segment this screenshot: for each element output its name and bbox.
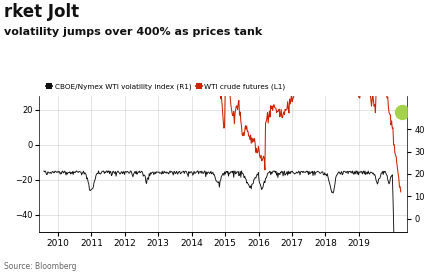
Text: Source: Bloomberg: Source: Bloomberg: [4, 262, 77, 271]
Legend: CBOE/Nymex WTI volatility index (R1), WTI crude futures (L1): CBOE/Nymex WTI volatility index (R1), WT…: [43, 80, 288, 93]
Text: volatility jumps over 400% as prices tank: volatility jumps over 400% as prices tan…: [4, 27, 263, 37]
Text: rket Jolt: rket Jolt: [4, 3, 80, 21]
